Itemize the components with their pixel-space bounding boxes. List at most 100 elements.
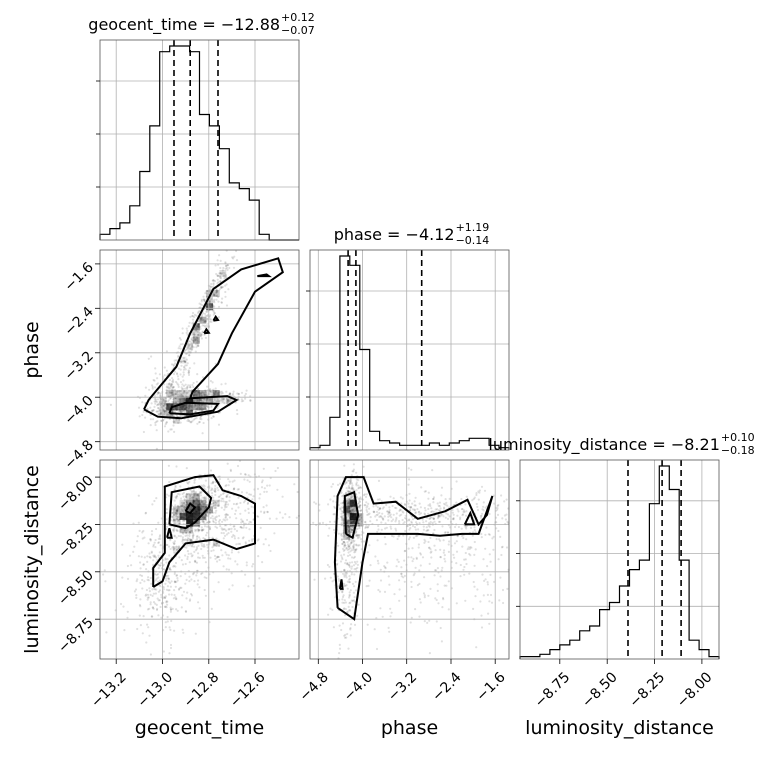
sample-point (462, 513, 465, 516)
sample-point (189, 315, 192, 318)
sample-point (403, 559, 406, 562)
sample-point (183, 508, 186, 511)
sample-point (183, 359, 186, 362)
sample-point (420, 486, 423, 489)
sample-point (224, 516, 227, 519)
sample-point (213, 280, 217, 283)
sample-point (437, 602, 440, 605)
sample-point (183, 360, 186, 363)
sample-point (341, 542, 344, 545)
sample-point (197, 344, 200, 347)
sample-point (176, 375, 180, 378)
sample-point (157, 590, 160, 593)
sample-point (438, 505, 441, 508)
sample-point (201, 505, 204, 508)
sample-point (166, 615, 169, 619)
sample-point (199, 494, 202, 497)
sample-point (350, 488, 353, 491)
sample-point (166, 600, 169, 603)
sample-point (439, 548, 442, 551)
sample-point (172, 400, 175, 404)
sample-point (408, 478, 411, 481)
sample-point (268, 517, 271, 520)
sample-point (155, 410, 158, 413)
sample-point (190, 421, 193, 424)
sample-point (192, 534, 195, 537)
sample-point (212, 511, 215, 514)
sample-point (198, 408, 201, 411)
sample-point (266, 510, 269, 513)
sample-point (171, 508, 174, 511)
sample-point (348, 591, 351, 594)
sample-point (197, 344, 200, 348)
sample-point (382, 517, 385, 520)
sample-point (176, 492, 180, 495)
sample-point (348, 602, 351, 605)
sample-point (431, 521, 434, 525)
sample-point (259, 526, 262, 530)
sample-point (205, 317, 209, 320)
sample-point (465, 495, 468, 498)
sample-point (155, 603, 158, 607)
sample-point (196, 324, 199, 327)
sample-point (248, 520, 251, 523)
sample-point (237, 506, 240, 509)
sample-point (357, 479, 360, 482)
sample-point (473, 496, 476, 499)
sample-point (459, 575, 462, 578)
sample-point (414, 566, 417, 569)
sample-point (173, 542, 176, 545)
sample-point (184, 534, 187, 538)
sample-point (184, 399, 187, 402)
sample-point (152, 409, 155, 412)
sample-point (347, 513, 351, 516)
sample-point (193, 494, 196, 497)
sample-point (225, 495, 228, 499)
sample-point (214, 516, 217, 519)
sample-point (340, 518, 343, 521)
sample-point (260, 486, 264, 489)
sample-point (193, 490, 196, 494)
sample-point (177, 588, 181, 591)
sample-point (222, 492, 225, 495)
sample-point (357, 502, 360, 505)
sample-point (179, 505, 182, 508)
sample-point (195, 390, 198, 393)
sample-point (452, 517, 455, 520)
sample-point (398, 588, 401, 591)
sample-point (189, 539, 193, 543)
sample-point (185, 504, 188, 507)
sample-point (212, 496, 215, 499)
sample-point (186, 391, 189, 394)
sample-point (243, 478, 246, 481)
sample-point (203, 545, 206, 548)
y-axis-label-phase: phase (21, 321, 43, 378)
sample-point (404, 503, 407, 507)
sample-point (184, 554, 187, 557)
sample-point (188, 340, 191, 343)
sample-point (189, 598, 192, 601)
sample-point (447, 550, 450, 554)
sample-point (386, 561, 389, 564)
sample-point (414, 504, 417, 507)
contour-geocent_time-phase-ridge-3 (257, 273, 272, 278)
sample-point (244, 473, 247, 476)
sample-point (191, 343, 194, 346)
sample-point (205, 497, 208, 500)
sample-point (332, 626, 335, 629)
y-tick-label: −2.4 (61, 304, 96, 339)
sample-point (223, 528, 226, 531)
sample-point (233, 525, 236, 528)
sample-point (210, 489, 213, 492)
sample-point (423, 513, 426, 516)
sample-point (248, 528, 251, 531)
sample-point (242, 536, 245, 539)
density-cell (179, 513, 187, 520)
sample-point (200, 407, 203, 410)
sample-point (365, 506, 368, 509)
sample-point (240, 491, 244, 494)
sample-point (205, 531, 209, 534)
sample-point (220, 272, 223, 275)
sample-point (184, 572, 187, 575)
